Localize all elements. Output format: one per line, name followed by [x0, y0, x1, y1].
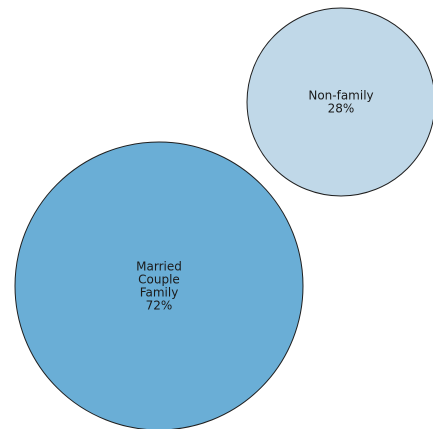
bubble-name-label: Married [136, 260, 182, 274]
bubble-value-label: 28% [328, 102, 355, 116]
bubble-name-label: Couple [138, 273, 180, 287]
bubble-name-label: Non-family [308, 89, 373, 103]
bubble-name-label: Family [140, 286, 179, 300]
bubble-value-label: 72% [146, 299, 173, 313]
